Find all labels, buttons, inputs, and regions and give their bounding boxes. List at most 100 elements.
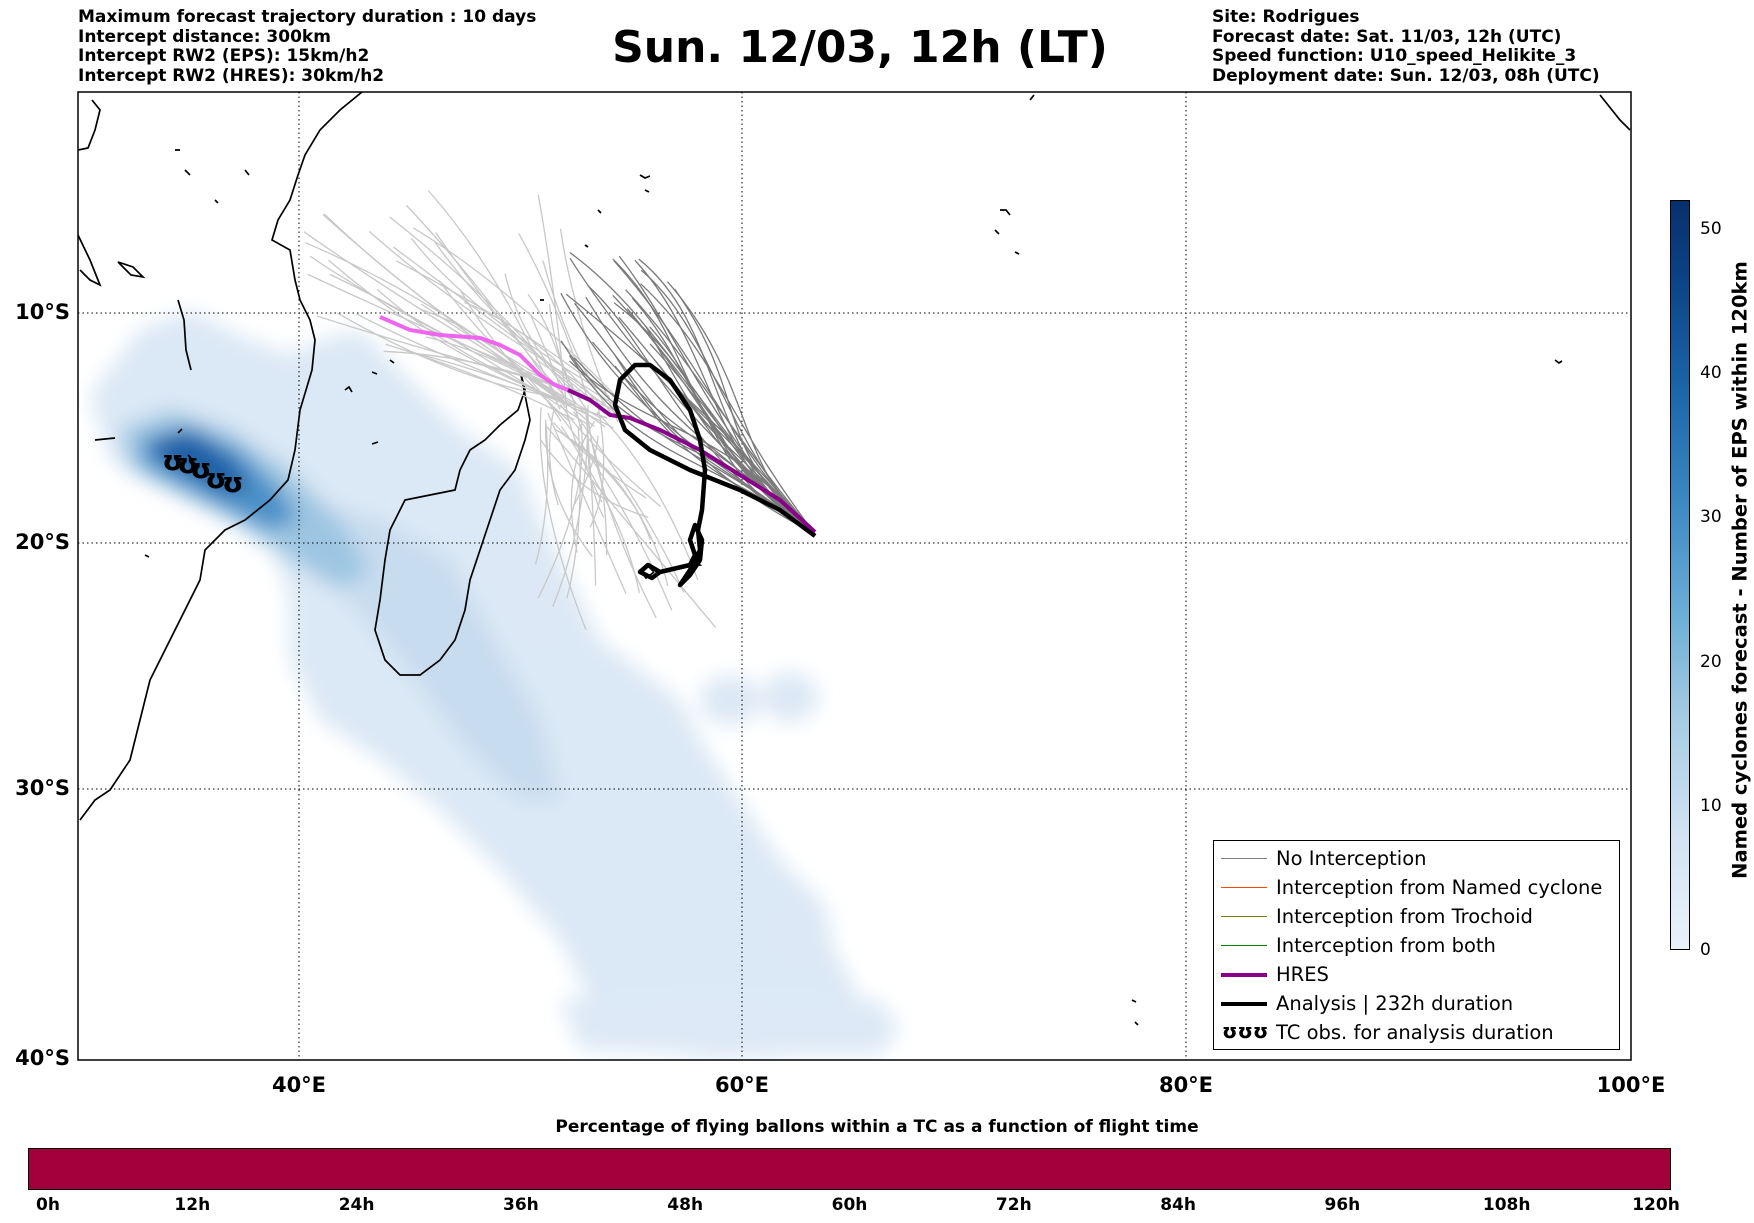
- eps-trajectory-light: [534, 419, 549, 565]
- eps-trajectory-light: [566, 426, 581, 599]
- legend-label: No Interception: [1276, 847, 1427, 870]
- param-line: Maximum forecast trajectory duration : 1…: [78, 7, 537, 27]
- time-tick: 84h: [1160, 1195, 1196, 1215]
- svg-text:ʊ: ʊ: [190, 452, 212, 485]
- eps-trajectory: [573, 357, 816, 535]
- eps-trajectory-light: [589, 399, 605, 528]
- site-line: Site: Rodrigues: [1212, 7, 1360, 27]
- flight-time-bar: [28, 1148, 1671, 1190]
- colorbar-tick: 0: [1700, 940, 1711, 960]
- cyclone-density-field: [90, 310, 900, 1060]
- time-tick: 48h: [667, 1195, 704, 1215]
- colorbar-tick: 30: [1700, 507, 1722, 528]
- eps-trajectory: [634, 259, 816, 535]
- seychelles-islands: [540, 174, 651, 301]
- lat-tick: 30°S: [15, 776, 70, 800]
- legend-item-both: Interception from both: [1214, 932, 1619, 961]
- lon-tick: 40°E: [271, 1073, 327, 1097]
- eps-trajectory-light: [463, 301, 595, 400]
- param-line: Intercept distance: 300km: [78, 26, 331, 47]
- socotra: [117, 149, 250, 279]
- lon-tick: 80°E: [1158, 1073, 1214, 1097]
- legend-item-hres: HRES: [1214, 961, 1619, 990]
- east-africa-islands: [94, 299, 192, 558]
- eps-trajectory-light: [542, 260, 615, 419]
- legend-label: HRES: [1276, 963, 1329, 986]
- colorbar-label: Named cyclones forecast - Number of EPS …: [1728, 261, 1752, 879]
- eps-trajectory-light: [596, 411, 699, 581]
- time-tick: 24h: [338, 1195, 375, 1215]
- svg-text:ʊ: ʊ: [222, 466, 244, 499]
- lon-tick: 100°E: [1596, 1073, 1666, 1097]
- eps-trajectory-light: [545, 425, 717, 628]
- time-tick: 72h: [995, 1195, 1032, 1215]
- legend-label: TC obs. for analysis duration: [1276, 1021, 1554, 1044]
- hres-track-early: [379, 315, 569, 392]
- eps-trajectory-light: [572, 435, 599, 507]
- time-tick: 108h: [1482, 1195, 1531, 1215]
- eps-trajectory-light: [410, 237, 606, 394]
- tc-obs-symbol: ʊʊʊ: [1222, 1019, 1269, 1043]
- lat-tick: 10°S: [15, 300, 70, 324]
- legend-item-named-cyclone: Interception from Named cyclone: [1214, 874, 1619, 903]
- tc-observations: ʊʊʊ ʊʊ: [162, 444, 244, 499]
- map-title: Sun. 12/03, 12h (LT): [612, 22, 1108, 73]
- legend-label: Interception from Trochoid: [1276, 905, 1533, 928]
- svg-text:ʊ: ʊ: [177, 447, 199, 480]
- lat-tick: 40°S: [15, 1046, 70, 1070]
- map-grid: [78, 92, 1631, 1060]
- small-islands-east: [1131, 359, 1563, 1026]
- eps-trajectory-light: [356, 313, 608, 419]
- time-tick: 60h: [831, 1195, 868, 1215]
- time-tick: 12h: [174, 1195, 211, 1215]
- colorbar-tick: 20: [1700, 651, 1722, 672]
- colorbar-tick: 40: [1700, 363, 1722, 384]
- speed-function-line: Speed function: U10_speed_Helikite_3: [1212, 46, 1577, 66]
- legend-label: Interception from Named cyclone: [1276, 876, 1603, 899]
- eps-trajectory-light: [389, 216, 578, 405]
- svg-text:ʊ: ʊ: [162, 444, 184, 477]
- eps-trajectory-light: [425, 336, 606, 428]
- time-bar-title: Percentage of flying ballons within a TC…: [555, 1117, 1199, 1137]
- legend-label: Interception from both: [1276, 934, 1496, 957]
- time-tick: 120h: [1632, 1195, 1680, 1215]
- param-line: Intercept RW2 (HRES): 30km/h2: [78, 65, 385, 86]
- eps-trajectory-light: [527, 294, 582, 430]
- analysis-track: [612, 362, 817, 588]
- eps-trajectory-light: [545, 423, 593, 557]
- legend-item-trochoid: Interception from Trochoid: [1214, 903, 1619, 932]
- eps-trajectory-light: [547, 400, 673, 611]
- map-legend: No Interception Interception from Named …: [1213, 840, 1620, 1050]
- eps-trajectory-light: [547, 412, 627, 595]
- eps-trajectory-light: [548, 406, 559, 506]
- svg-text:ʊ: ʊ: [205, 462, 227, 495]
- param-line: Intercept RW2 (EPS): 15km/h2: [78, 46, 370, 66]
- legend-label: Analysis | 232h duration: [1276, 992, 1514, 1015]
- density-colorbar: [1670, 200, 1690, 950]
- forecast-date-line: Forecast date: Sat. 11/03, 12h (UTC): [1212, 26, 1562, 47]
- eps-trajectory: [640, 269, 816, 535]
- africa-coast: [79, 92, 363, 821]
- legend-item-tc-obs: ʊʊʊ TC obs. for analysis duration: [1214, 1019, 1619, 1048]
- eps-trajectory-light: [368, 230, 614, 405]
- time-tick: 36h: [503, 1195, 539, 1215]
- map-frame: [77, 91, 1632, 1061]
- time-tick: 0h: [36, 1195, 60, 1215]
- eps-trajectories-light: [303, 190, 717, 631]
- eps-trajectory-light: [552, 405, 589, 608]
- hres-track: [567, 388, 817, 534]
- comoros-islands: [344, 359, 395, 445]
- eps-trajectory-light: [537, 423, 583, 599]
- legend-item-analysis: Analysis | 232h duration: [1214, 990, 1619, 1019]
- eps-trajectories: [560, 251, 816, 535]
- site-info: Site: Rodrigues Forecast date: Sat. 11/0…: [1212, 7, 1600, 86]
- lat-tick: 20°S: [15, 530, 70, 554]
- eps-trajectory-light: [553, 422, 647, 499]
- eps-trajectory-light: [518, 233, 589, 401]
- eps-trajectory-light: [539, 407, 587, 631]
- eps-trajectory-light: [337, 312, 566, 400]
- eps-trajectory: [573, 302, 816, 535]
- deployment-date-line: Deployment date: Sun. 12/03, 08h (UTC): [1212, 65, 1600, 86]
- eps-trajectory: [631, 297, 816, 535]
